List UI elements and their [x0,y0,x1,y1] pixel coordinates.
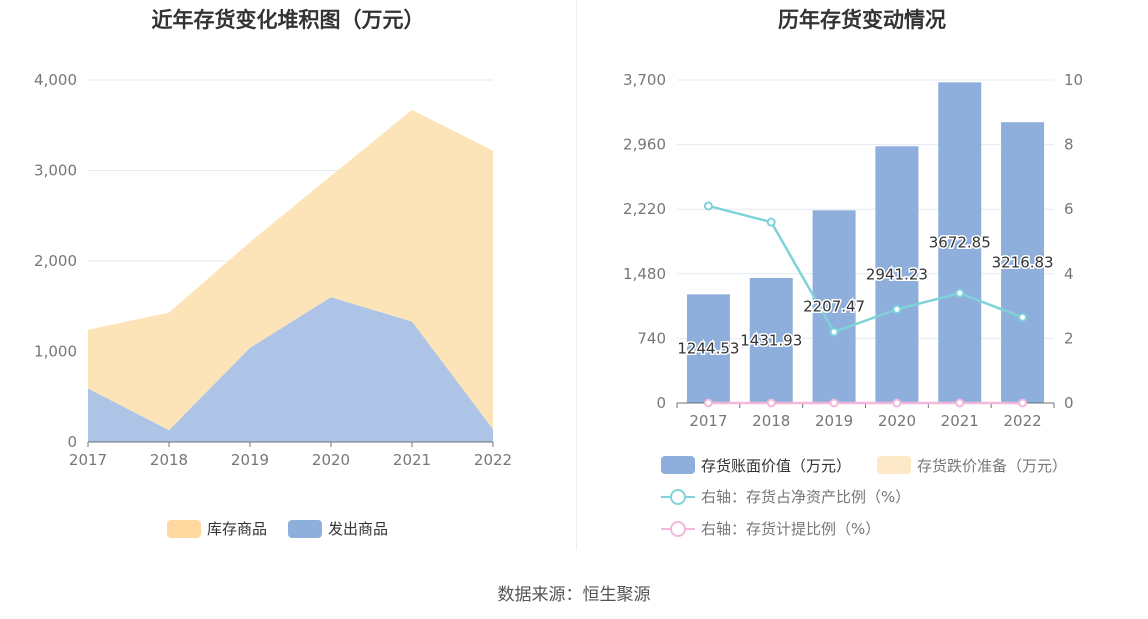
left-x-tick-label: 2022 [474,451,512,469]
right-x-tick-label: 2022 [1003,412,1041,430]
right-y-tick-label: 1,480 [623,265,666,283]
bar-2020 [875,146,919,403]
right-y2-tick-label: 6 [1064,200,1074,218]
right-y-tick-label: 740 [637,329,666,347]
left-y-tick-label: 1,000 [34,343,77,361]
legend-swatch-存货跌价准备（万元） [877,456,911,474]
left-y-tick-label: 0 [67,433,77,451]
right-x-tick-label: 2021 [941,412,979,430]
bar-2017 [686,294,730,403]
legend-label-存货跌价准备（万元）: 存货跌价准备（万元） [917,457,1067,475]
right-y2-tick-label: 8 [1064,136,1074,154]
right-x-tick-label: 2017 [689,412,727,430]
left-x-tick-label: 2021 [393,451,431,469]
left-x-tick-label: 2019 [231,451,269,469]
left-y-tick-label: 2,000 [34,252,77,270]
data-source-note: 数据来源：恒生聚源 [497,585,651,605]
right-y2-tick-label: 4 [1064,265,1074,283]
bar-data-label: 1431.93 [740,331,802,349]
bar-data-label: 3672.85 [929,234,991,252]
right-x-tick-label: 2020 [878,412,916,430]
left-x-tick-label: 2017 [69,451,107,469]
legend-label-发出商品: 发出商品 [328,520,388,538]
right-y2-tick-label: 2 [1064,329,1074,347]
right-chart-title: 历年存货变动情况 [778,8,946,32]
legend-swatch-发出商品 [288,520,322,538]
right-y-tick-label: 2,960 [623,136,666,154]
bar-2022 [1001,122,1045,403]
line-point-2020 [892,304,902,314]
left-x-tick-label: 2020 [312,451,350,469]
legend-label-存货账面价值（万元）: 存货账面价值（万元） [701,457,851,475]
bar-2021 [938,82,982,404]
line-point-2019 [829,398,839,408]
legend-swatch-库存商品 [167,520,201,538]
line-point-2017 [703,398,713,408]
line-point-2018 [766,398,776,408]
legend-label-库存商品: 库存商品 [207,520,267,538]
line-point-2021 [955,288,965,298]
legend-marker-右轴：存货计提比例（%） [670,521,686,537]
right-y2-tick-label: 10 [1064,71,1083,89]
left-chart-title: 近年存货变化堆积图（万元） [151,8,425,32]
line-point-2019 [829,327,839,337]
area-series-库存商品 [88,109,493,431]
line-point-2017 [703,201,713,211]
right-y-tick-label: 0 [656,394,666,412]
right-y2-tick-label: 0 [1064,394,1074,412]
line-series-右轴：存货占净资产比例（%） [708,204,1024,334]
bar-data-label: 2941.23 [866,266,928,284]
left-y-tick-label: 4,000 [34,71,77,89]
inventory-bar-line-chart: 0 740 1,480 2,220 2,960 3,700 0 2 4 6 8 10 2017 2018 2… [623,71,1083,538]
bar-data-label: 3216.83 [992,254,1054,272]
left-x-tick-label: 2018 [150,451,188,469]
legend-label-右轴：存货计提比例（%）: 右轴：存货计提比例（%） [701,520,880,538]
line-point-2022 [1018,312,1028,322]
bar-data-label: 2207.47 [803,298,865,316]
left-y-tick-label: 3,000 [34,162,77,180]
line-point-2022 [1018,398,1028,408]
right-x-tick-label: 2019 [815,412,853,430]
chart-divider [576,0,577,550]
bar-2018 [749,277,793,403]
right-y-tick-label: 3,700 [623,71,666,89]
legend-swatch-存货账面价值（万元） [661,456,695,474]
line-point-2018 [766,217,776,227]
line-point-2020 [892,398,902,408]
right-y-tick-label: 2,220 [623,200,666,218]
legend-label-右轴：存货占净资产比例（%）: 右轴：存货占净资产比例（%） [701,488,910,506]
area-series-发出商品 [88,297,493,442]
line-point-2021 [955,398,965,408]
stacked-area-chart: 0 1,000 2,000 3,000 4,000 2017 2018 2019 2020 202… [34,71,512,538]
bar-data-label: 1244.53 [677,340,739,358]
right-x-tick-label: 2018 [752,412,790,430]
legend-marker-右轴：存货占净资产比例（%） [670,489,686,505]
